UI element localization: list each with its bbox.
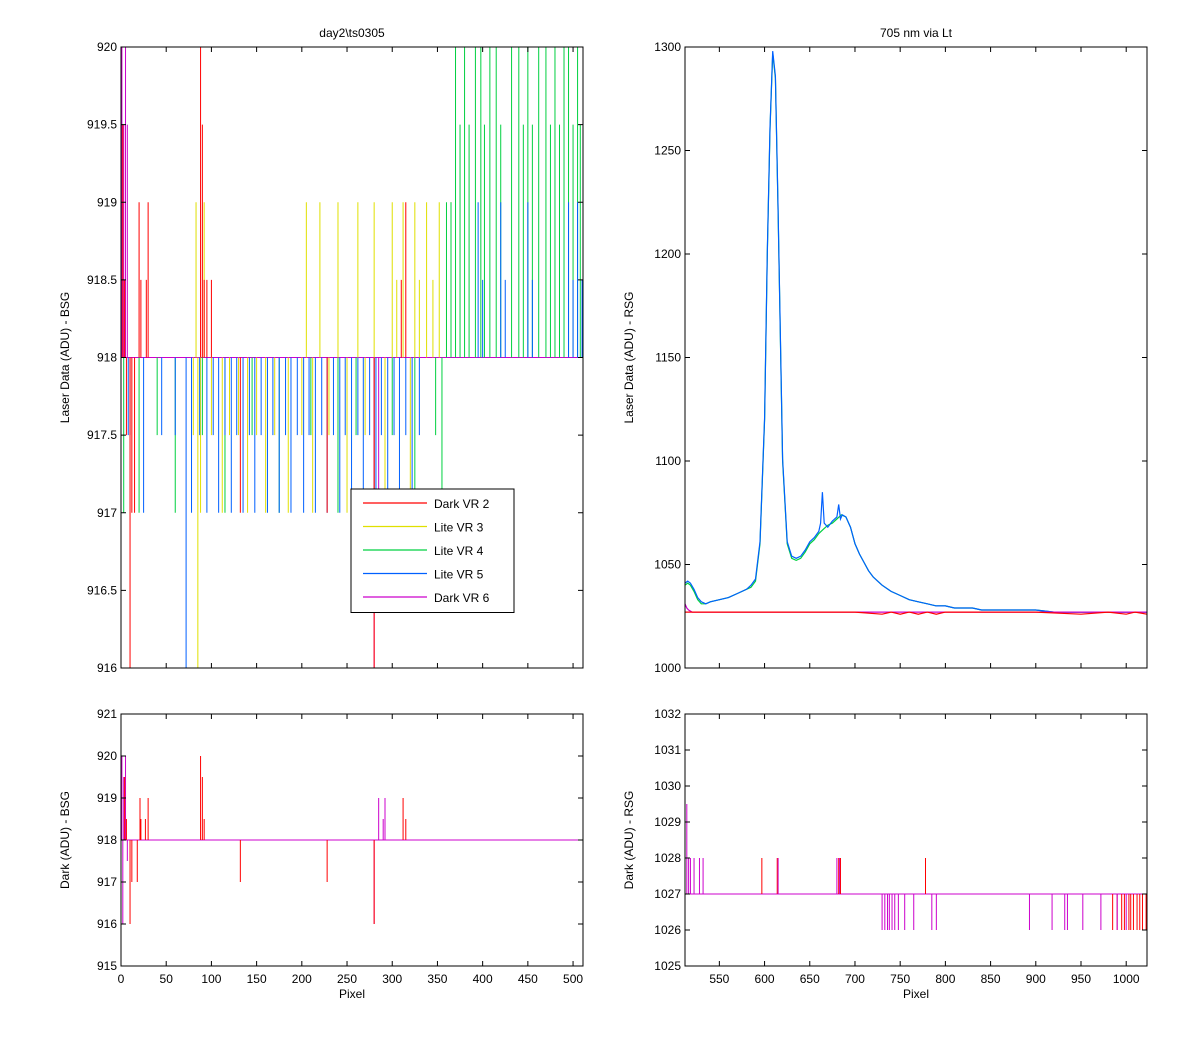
x-tick-label: 750 <box>890 972 910 986</box>
y-tick-label: 920 <box>97 749 117 763</box>
legend: Dark VR 2 Lite VR 3 Lite VR 4 Lite VR 5 Dark… <box>350 488 515 613</box>
legend-label: Lite VR 4 <box>434 544 484 558</box>
legend-label: Dark VR 2 <box>434 497 490 511</box>
y-tick-label: 1027 <box>654 887 681 901</box>
x-tick-label: 0 <box>118 972 125 986</box>
y-tick-label: 917 <box>97 506 117 520</box>
y-tick-label: 919.5 <box>87 118 117 132</box>
plot-area <box>685 47 1147 668</box>
x-tick-label: 950 <box>1071 972 1091 986</box>
y-tick-label: 1025 <box>654 959 681 973</box>
legend-label: Dark VR 6 <box>434 591 490 605</box>
y-tick-label: 917 <box>97 875 117 889</box>
legend-label: Lite VR 5 <box>434 568 484 582</box>
x-tick-label: 550 <box>709 972 729 986</box>
y-tick-label: 1300 <box>654 40 681 54</box>
x-tick-label: 1000 <box>1113 972 1140 986</box>
x-tick-label: 700 <box>845 972 865 986</box>
x-tick-label: 150 <box>247 972 267 986</box>
data-layer <box>685 51 1147 615</box>
chart-bl: 0 50 100 150 200 250 300 350 400 450 500 915 916 917 9… <box>58 707 584 1001</box>
y-tick-label: 1029 <box>654 815 681 829</box>
data-layer <box>121 756 583 924</box>
x-tick-label: 850 <box>981 972 1001 986</box>
y-tick-label: 918 <box>97 833 117 847</box>
x-tick-label: 300 <box>382 972 402 986</box>
y-axis-label: Laser Data (ADU) - RSG <box>622 291 636 423</box>
chart-title: day2\ts0305 <box>319 26 385 40</box>
series-lite-vr-5 <box>685 51 1147 613</box>
y-tick-label: 1026 <box>654 923 681 937</box>
y-tick-label: 917.5 <box>87 428 117 442</box>
y-tick-label: 918.5 <box>87 273 117 287</box>
x-tick-label: 250 <box>337 972 357 986</box>
series-dark-vr-2 <box>685 611 1147 615</box>
y-tick-label: 1200 <box>654 247 681 261</box>
y-tick-label: 1250 <box>654 144 681 158</box>
y-tick-label: 1100 <box>655 454 681 468</box>
x-tick-label: 100 <box>201 972 221 986</box>
x-tick-label: 50 <box>160 972 174 986</box>
y-tick-label: 916 <box>97 917 117 931</box>
x-tick-label: 200 <box>292 972 312 986</box>
x-tick-label: 350 <box>427 972 447 986</box>
x-tick-label: 600 <box>755 972 775 986</box>
x-axis-label: Pixel <box>339 987 365 1001</box>
chart-tl: 916 916.5 917 917.5 918 918.5 919 919.5 920 day2\… <box>58 26 584 675</box>
y-tick-label: 918 <box>97 351 117 365</box>
y-tick-label: 920 <box>97 40 117 54</box>
x-tick-label: 900 <box>1026 972 1046 986</box>
y-tick-label: 919 <box>97 791 117 805</box>
x-tick-label: 500 <box>563 972 583 986</box>
y-axis-label: Laser Data (ADU) - BSG <box>58 292 72 423</box>
y-tick-label: 1028 <box>654 851 681 865</box>
plot-area <box>685 714 1147 966</box>
data-layer <box>121 47 583 668</box>
y-axis-label: Dark (ADU) - RSG <box>622 791 636 890</box>
y-tick-label: 921 <box>97 707 117 721</box>
y-tick-label: 1150 <box>655 351 681 365</box>
y-tick-label: 1050 <box>654 558 681 572</box>
plot-frame <box>684 713 1148 967</box>
x-tick-label: 450 <box>518 972 538 986</box>
x-tick-label: 650 <box>800 972 820 986</box>
data-layer <box>685 750 1147 930</box>
x-axis-label: Pixel <box>903 987 929 1001</box>
y-tick-label: 916 <box>97 661 117 675</box>
chart-title: 705 nm via Lt <box>880 26 953 40</box>
legend-box <box>350 488 515 613</box>
y-tick-label: 1032 <box>654 707 681 721</box>
y-tick-label: 916.5 <box>87 583 117 597</box>
y-tick-label: 1000 <box>654 661 681 675</box>
x-tick-label: 400 <box>473 972 493 986</box>
y-tick-label: 1030 <box>654 779 681 793</box>
y-tick-label: 919 <box>97 195 117 209</box>
chart-tr: 1000 1050 1100 1150 1200 1250 1300 705 nm via L… <box>622 26 1148 675</box>
y-axis-label: Dark (ADU) - BSG <box>58 791 72 889</box>
chart-br: 550 600 650 700 750 800 850 900 950 1000 1025 1026 1… <box>622 707 1148 1001</box>
x-tick-label: 800 <box>935 972 955 986</box>
y-tick-label: 915 <box>97 959 117 973</box>
legend-label: Lite VR 3 <box>434 521 484 535</box>
y-tick-label: 1031 <box>654 743 681 757</box>
